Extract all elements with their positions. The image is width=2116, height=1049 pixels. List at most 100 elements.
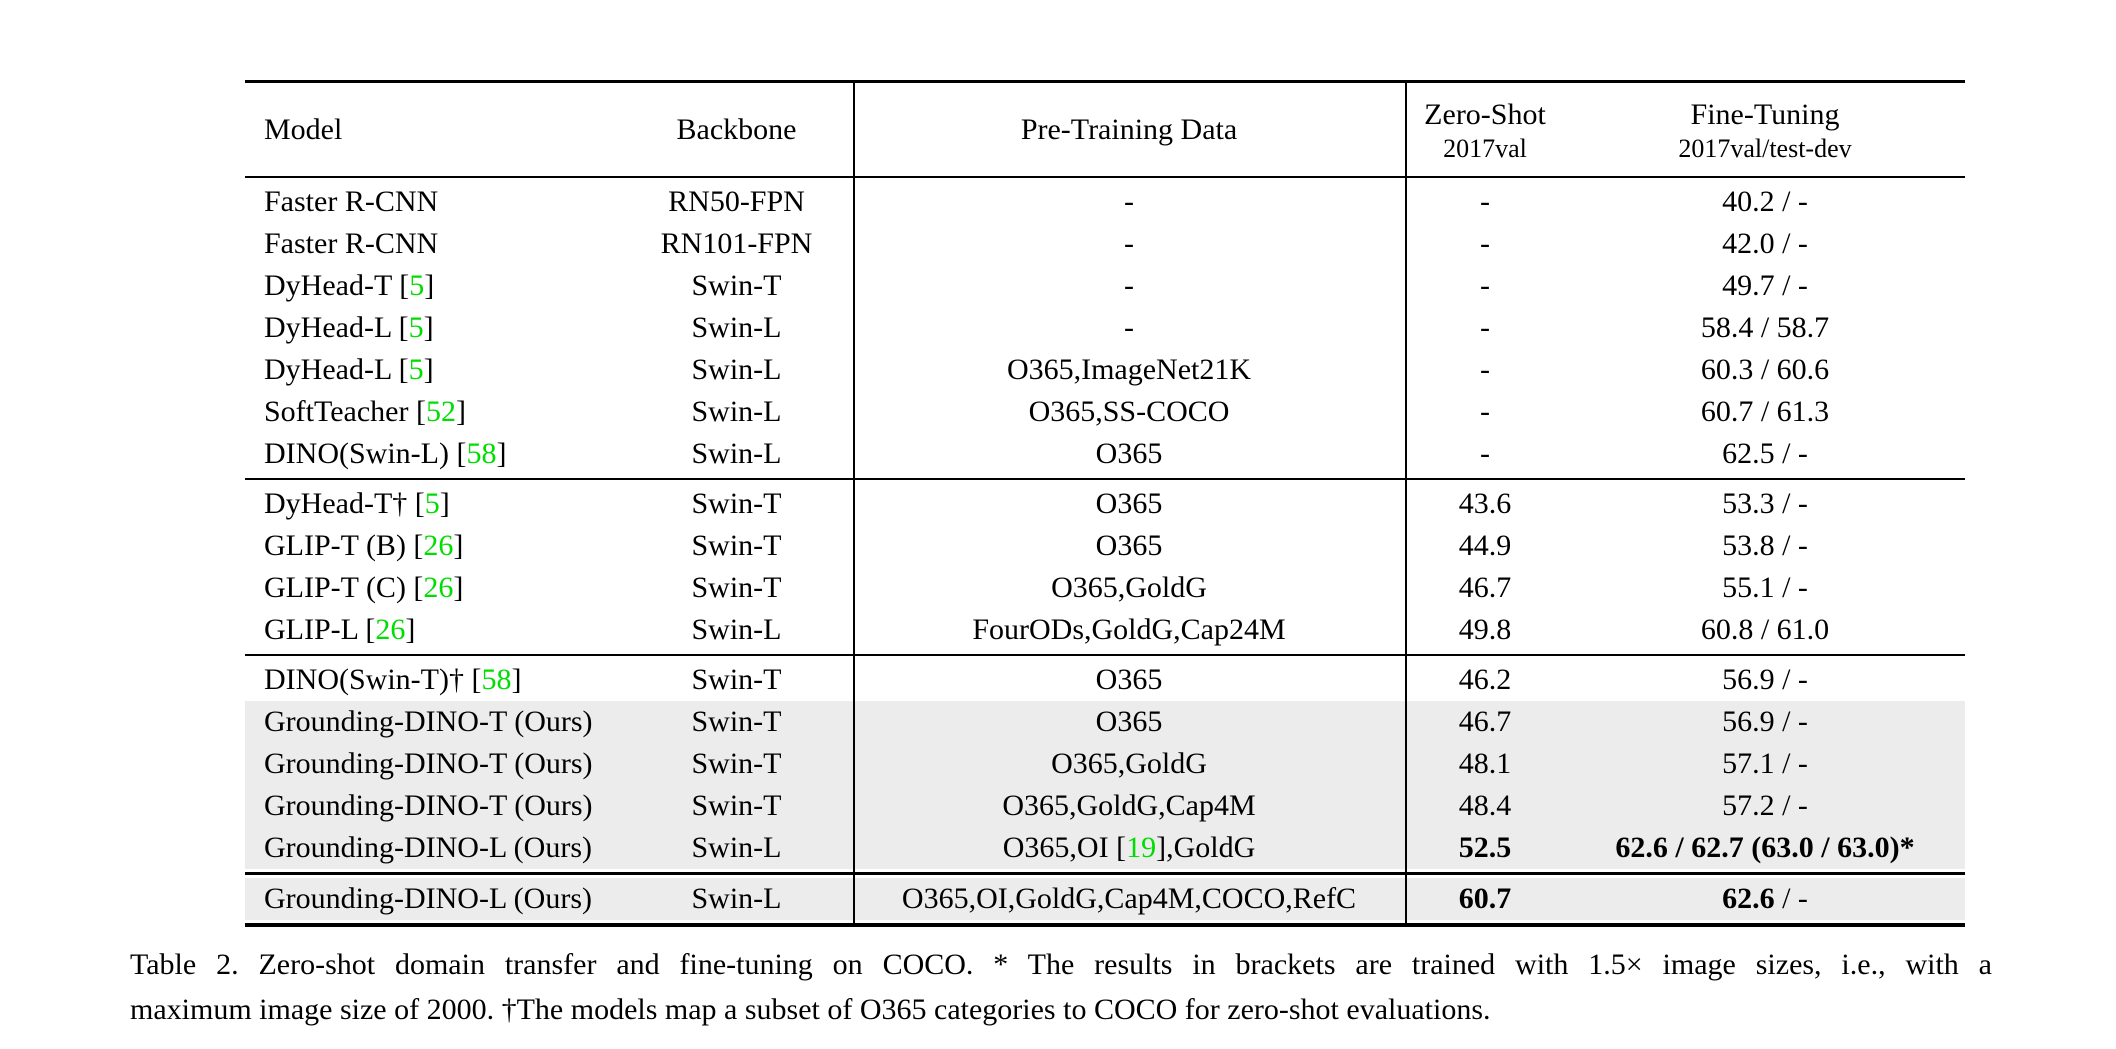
table-row: Grounding-DINO-T (Ours) Swin-T O365 46.7 56.… [245,701,1965,743]
cell-text: DyHead-L [ [264,311,409,344]
table-row: GLIP-T (C) [26] Swin-T O365,GoldG 46.7 55.1 … [245,567,1965,609]
model-cell: Grounding-DINO-T (Ours) [245,705,620,739]
zeroshot-cell: - [1480,437,1490,470]
backbone-cell: Swin-L [691,437,782,470]
cell-text: Grounding-DINO-T (Ours) [264,747,593,780]
citation-link[interactable]: 26 [375,613,406,646]
table-row: SoftTeacher [52] Swin-L O365,SS-COCO - 60.7 … [245,391,1965,433]
table-row: DyHead-L [5] Swin-L O365,ImageNet21K - 60.3 … [245,349,1965,391]
cell-text: 53.3 / - [1722,487,1808,520]
cell-text: 42.0 / - [1722,227,1808,260]
pretrain-cell: O365,GoldG,Cap4M [853,789,1405,823]
header-zeroshot-title: Zero-Shot [1424,97,1546,131]
backbone-cell: Swin-T [691,529,782,562]
backbone-cell: Swin-T [691,747,782,780]
cell-text: 60.3 / 60.6 [1700,353,1830,386]
zeroshot-cell: 46.7 [1458,571,1512,604]
cell-text: O365,GoldG [1051,571,1207,604]
backbone-cell: Swin-L [691,353,782,386]
cell-text: ] [424,269,435,302]
cell-text: / - [1774,882,1808,915]
model-cell: DINO(Swin-T)† [58] [245,663,620,697]
header-zeroshot: Zero-Shot 2017val [1405,96,1565,164]
table-caption: Table 2. Zero-shot domain transfer and f… [130,942,1992,1032]
group-separator-rule [245,478,1965,480]
citation-link[interactable]: 26 [423,571,454,604]
group-separator-rule [245,872,1965,875]
model-cell: DINO(Swin-L) [58] [245,437,620,471]
cell-text: 60.7 / 61.3 [1700,395,1830,428]
caption-line-2: maximum image size of 2000. †The models … [130,993,1491,1026]
citation-link[interactable]: 5 [408,353,424,386]
backbone-cell: Swin-T [691,269,782,302]
table-body: Faster R-CNN RN50-FPN - -40.2 / - Faster R-C… [245,178,1965,923]
citation-link[interactable]: 5 [409,269,425,302]
cell-text: GLIP-T (C) [ [264,571,424,604]
cell-text: O365 [1095,529,1163,562]
cell-text: GLIP-T (B) [ [264,529,424,562]
model-cell: DyHead-L [5] [245,353,620,387]
backbone-cell: Swin-T [691,487,782,520]
zeroshot-cell: - [1480,395,1490,428]
zeroshot-cell: 43.6 [1458,487,1512,520]
table-group: Grounding-DINO-L (Ours) Swin-L O365,OI,Gol… [245,875,1965,923]
pretrain-cell: O365,GoldG [853,571,1405,605]
header-finetune: Fine-Tuning 2017val/test-dev [1565,96,1965,164]
backbone-cell: Swin-T [691,663,782,696]
header-pretrain: Pre-Training Data [1020,112,1238,146]
zeroshot-cell: 52.5 [1458,831,1512,864]
model-cell: DyHead-T [5] [245,269,620,303]
cell-text: 56.9 / - [1722,663,1808,696]
table-group: DyHead-T† [5] Swin-T O365 43.6 53.3 / - GLIP-… [245,480,1965,654]
cell-text: 40.2 / - [1722,185,1808,218]
backbone-cell: RN101-FPN [660,227,813,260]
model-cell: Faster R-CNN [245,227,620,261]
cell-text: ] [455,395,466,428]
citation-link[interactable]: 58 [466,437,497,470]
model-cell: SoftTeacher [52] [245,395,620,429]
header-model: Model [264,112,343,146]
cell-text: Grounding-DINO-L (Ours) [264,831,592,864]
table-row: Faster R-CNN RN101-FPN - - 42.0 / - [245,223,1965,265]
table-row: Grounding-DINO-L (Ours) Swin-L O365,OI [19… [245,827,1965,869]
pretrain-cell: - [853,269,1405,303]
table-header-row: Model Backbone Pre-Training Data Zero-Sh… [245,83,1965,176]
finetune-cell: 42.0 / - [1565,227,1965,261]
backbone-cell: Swin-L [691,831,782,864]
cell-text: O365 [1095,437,1163,470]
backbone-cell: Swin-T [691,571,782,604]
cell-text: DINO(Swin-L) [ [264,437,467,470]
cell-text: 56.9 / - [1722,705,1808,738]
finetune-cell: 57.2 / - [1565,789,1965,823]
citation-link[interactable]: 26 [423,529,454,562]
finetune-cell: 57.1 / - [1565,747,1965,781]
citation-link[interactable]: 5 [424,487,440,520]
cell-text: 62.5 / - [1722,437,1808,470]
table-row: Faster R-CNN RN50-FPN - - 40.2 / - [245,181,1965,223]
column-divider-pretrain [1405,80,1407,927]
cell-text: - [1124,185,1134,218]
cell-text: ] [439,487,450,520]
citation-link[interactable]: 19 [1126,831,1157,864]
header-finetune-sub: 2017val/test-dev [1678,133,1852,163]
cell-text: - [1124,227,1134,260]
header-finetune-title: Fine-Tuning [1690,97,1840,131]
finetune-cell: 40.2 / - [1565,185,1965,219]
cell-text: ] [496,437,507,470]
cell-text: O365,OI [ [1002,831,1127,864]
citation-link[interactable]: 52 [425,395,456,428]
finetune-cell: 49.7 / - [1565,269,1965,303]
finetune-cell: 53.3 / - [1565,487,1965,521]
cell-text: GLIP-L [ [264,613,376,646]
pretrain-cell: - [853,227,1405,261]
table-row: DyHead-T† [5] Swin-T O365 43.6 53.3 / - [245,483,1965,525]
cell-text: 57.2 / - [1722,789,1808,822]
results-table: Model Backbone Pre-Training Data Zero-Sh… [245,80,1965,927]
cell-text: O365,OI,GoldG,Cap4M,COCO,RefC [901,882,1357,915]
finetune-cell: 53.8 / - [1565,529,1965,563]
zeroshot-cell: 60.7 [1458,882,1512,915]
table-top-rule [245,80,1965,83]
citation-link[interactable]: 5 [408,311,424,344]
pretrain-cell: O365 [853,529,1405,563]
citation-link[interactable]: 58 [481,663,512,696]
